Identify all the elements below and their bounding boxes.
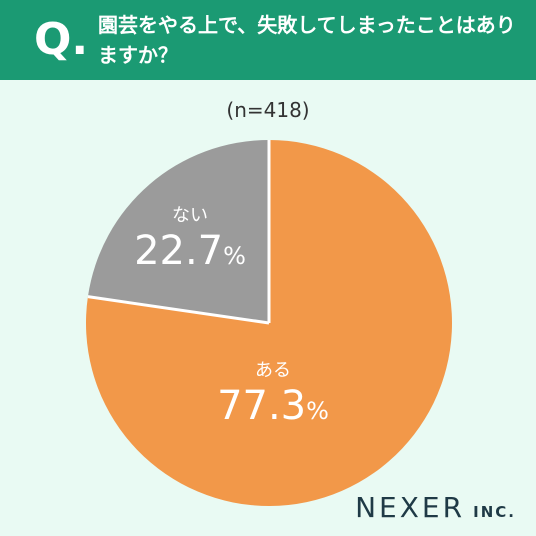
q-dot: . (71, 14, 89, 65)
nexer-logo: NEXER INC. (355, 491, 516, 524)
slice-name-aru: ある (255, 360, 291, 381)
q-letter: Q (34, 14, 72, 65)
sample-size: (n=418) (226, 98, 310, 122)
slice-value-aru: 77.3 (217, 383, 307, 429)
slice-name-nai: ない (172, 205, 208, 226)
slice-unit-aru: % (306, 397, 329, 425)
logo-main: NEXER (355, 491, 466, 524)
slice-unit-nai: % (223, 242, 246, 270)
question-header: Q. 園芸をやる上で、失敗してしまったことはありますか？ (0, 0, 536, 80)
question-text: 園芸をやる上で、失敗してしまったことはありますか？ (98, 13, 516, 67)
slice-percent-aru: 77.3% (198, 382, 348, 435)
slice-label-nai: ない 22.7% (120, 205, 260, 280)
slice-divider (87, 295, 270, 325)
slice-percent-nai: 22.7% (120, 227, 260, 280)
slice-label-aru: ある 77.3% (198, 360, 348, 435)
q-mark: Q. (34, 12, 88, 68)
logo-sub: INC. (473, 503, 516, 521)
slice-value-nai: 22.7 (134, 228, 224, 274)
pie-slice-nai (87, 140, 270, 323)
